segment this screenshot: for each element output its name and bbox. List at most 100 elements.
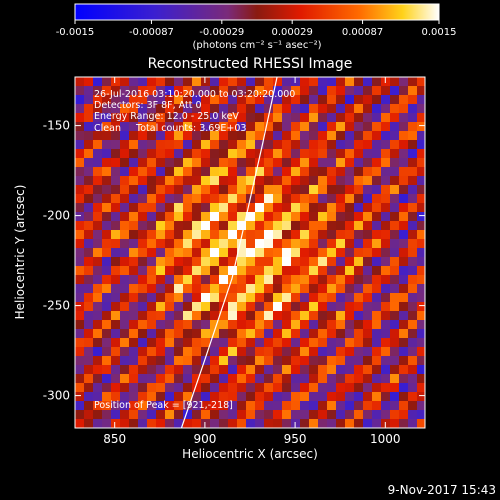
heatmap-cell: [336, 356, 346, 366]
heatmap-cell: [138, 248, 148, 258]
heatmap-cell: [381, 320, 391, 330]
heatmap-cell: [228, 230, 238, 240]
heatmap-cell: [156, 284, 166, 294]
heatmap-cell: [381, 410, 391, 420]
heatmap-cell: [138, 329, 148, 339]
heatmap-cell: [264, 320, 274, 330]
heatmap-cell: [399, 374, 409, 384]
heatmap-cell: [174, 194, 184, 204]
heatmap-cell: [345, 95, 355, 105]
heatmap-cell: [111, 419, 121, 428]
heatmap-cell: [345, 122, 355, 132]
heatmap-cell: [273, 338, 283, 348]
heatmap-cell: [417, 113, 425, 123]
heatmap-cell: [255, 419, 265, 428]
heatmap-cell: [354, 167, 364, 177]
heatmap-cell: [183, 401, 193, 411]
heatmap-cell: [237, 320, 247, 330]
heatmap-cell: [291, 320, 301, 330]
heatmap-cell: [120, 230, 130, 240]
heatmap-cell: [363, 212, 373, 222]
heatmap-cell: [111, 104, 121, 114]
heatmap-cell: [219, 311, 229, 321]
heatmap-cell: [237, 284, 247, 294]
heatmap-cell: [390, 167, 400, 177]
heatmap-cell: [417, 419, 425, 428]
heatmap-cell: [264, 95, 274, 105]
heatmap-cell: [345, 410, 355, 420]
heatmap-cell: [165, 113, 175, 123]
heatmap-cell: [102, 266, 112, 276]
heatmap-cell: [174, 113, 184, 123]
heatmap-cell: [210, 365, 220, 375]
heatmap-cell: [138, 356, 148, 366]
heatmap-cell: [75, 347, 85, 357]
heatmap-cell: [246, 320, 256, 330]
heatmap-cell: [408, 266, 418, 276]
heatmap-cell: [120, 257, 130, 267]
heatmap-cell: [246, 356, 256, 366]
y-tick-label: -150: [43, 119, 70, 133]
heatmap-cell: [237, 419, 247, 428]
heatmap-cell: [111, 329, 121, 339]
heatmap-cell: [282, 257, 292, 267]
heatmap-cell: [273, 257, 283, 267]
heatmap-cell: [246, 410, 256, 420]
heatmap-cell: [354, 212, 364, 222]
heatmap-cell: [354, 347, 364, 357]
heatmap-cell: [273, 230, 283, 240]
heatmap-cell: [111, 293, 121, 303]
heatmap-cell: [372, 104, 382, 114]
heatmap-cell: [75, 284, 85, 294]
heatmap-cell: [156, 194, 166, 204]
heatmap-cell: [345, 248, 355, 258]
heatmap-cell: [111, 194, 121, 204]
heatmap-cell: [273, 77, 283, 87]
heatmap-cell: [237, 275, 247, 285]
heatmap-cell: [183, 311, 193, 321]
heatmap-cell: [102, 167, 112, 177]
heatmap-cell: [165, 383, 175, 393]
heatmap-cell: [363, 239, 373, 249]
heatmap-cell: [408, 86, 418, 96]
heatmap-cell: [264, 194, 274, 204]
heatmap-cell: [363, 203, 373, 213]
heatmap-cell: [165, 203, 175, 213]
heatmap-cell: [318, 203, 328, 213]
heatmap-cell: [84, 293, 94, 303]
heatmap-cell: [345, 338, 355, 348]
heatmap-cell: [156, 86, 166, 96]
heatmap-cell: [210, 356, 220, 366]
heatmap-cell: [399, 122, 409, 132]
annotation-clean-counts: Clean Total counts: 3.69E+03: [94, 123, 246, 134]
heatmap-cell: [138, 365, 148, 375]
heatmap-cell: [93, 77, 103, 87]
heatmap-cell: [417, 275, 425, 285]
heatmap-cell: [210, 338, 220, 348]
heatmap-cell: [390, 212, 400, 222]
heatmap-cell: [354, 329, 364, 339]
heatmap-cell: [390, 194, 400, 204]
heatmap-cell: [255, 77, 265, 87]
heatmap-cell: [273, 383, 283, 393]
heatmap-cell: [408, 158, 418, 168]
heatmap-cell: [246, 266, 256, 276]
heatmap-cell: [192, 356, 202, 366]
heatmap-cell: [111, 338, 121, 348]
heatmap-cell: [300, 194, 310, 204]
heatmap-cell: [102, 95, 112, 105]
heatmap-cell: [255, 248, 265, 258]
heatmap-cell: [291, 275, 301, 285]
heatmap-cell: [192, 194, 202, 204]
heatmap-cell: [156, 212, 166, 222]
heatmap-cell: [183, 158, 193, 168]
heatmap-cell: [273, 275, 283, 285]
heatmap-cell: [228, 275, 238, 285]
heatmap-cell: [309, 131, 319, 141]
heatmap-cell: [237, 356, 247, 366]
heatmap-cell: [309, 356, 319, 366]
heatmap-cell: [309, 203, 319, 213]
heatmap-cell: [75, 149, 85, 159]
heatmap-cell: [345, 185, 355, 195]
heatmap-cell: [120, 320, 130, 330]
